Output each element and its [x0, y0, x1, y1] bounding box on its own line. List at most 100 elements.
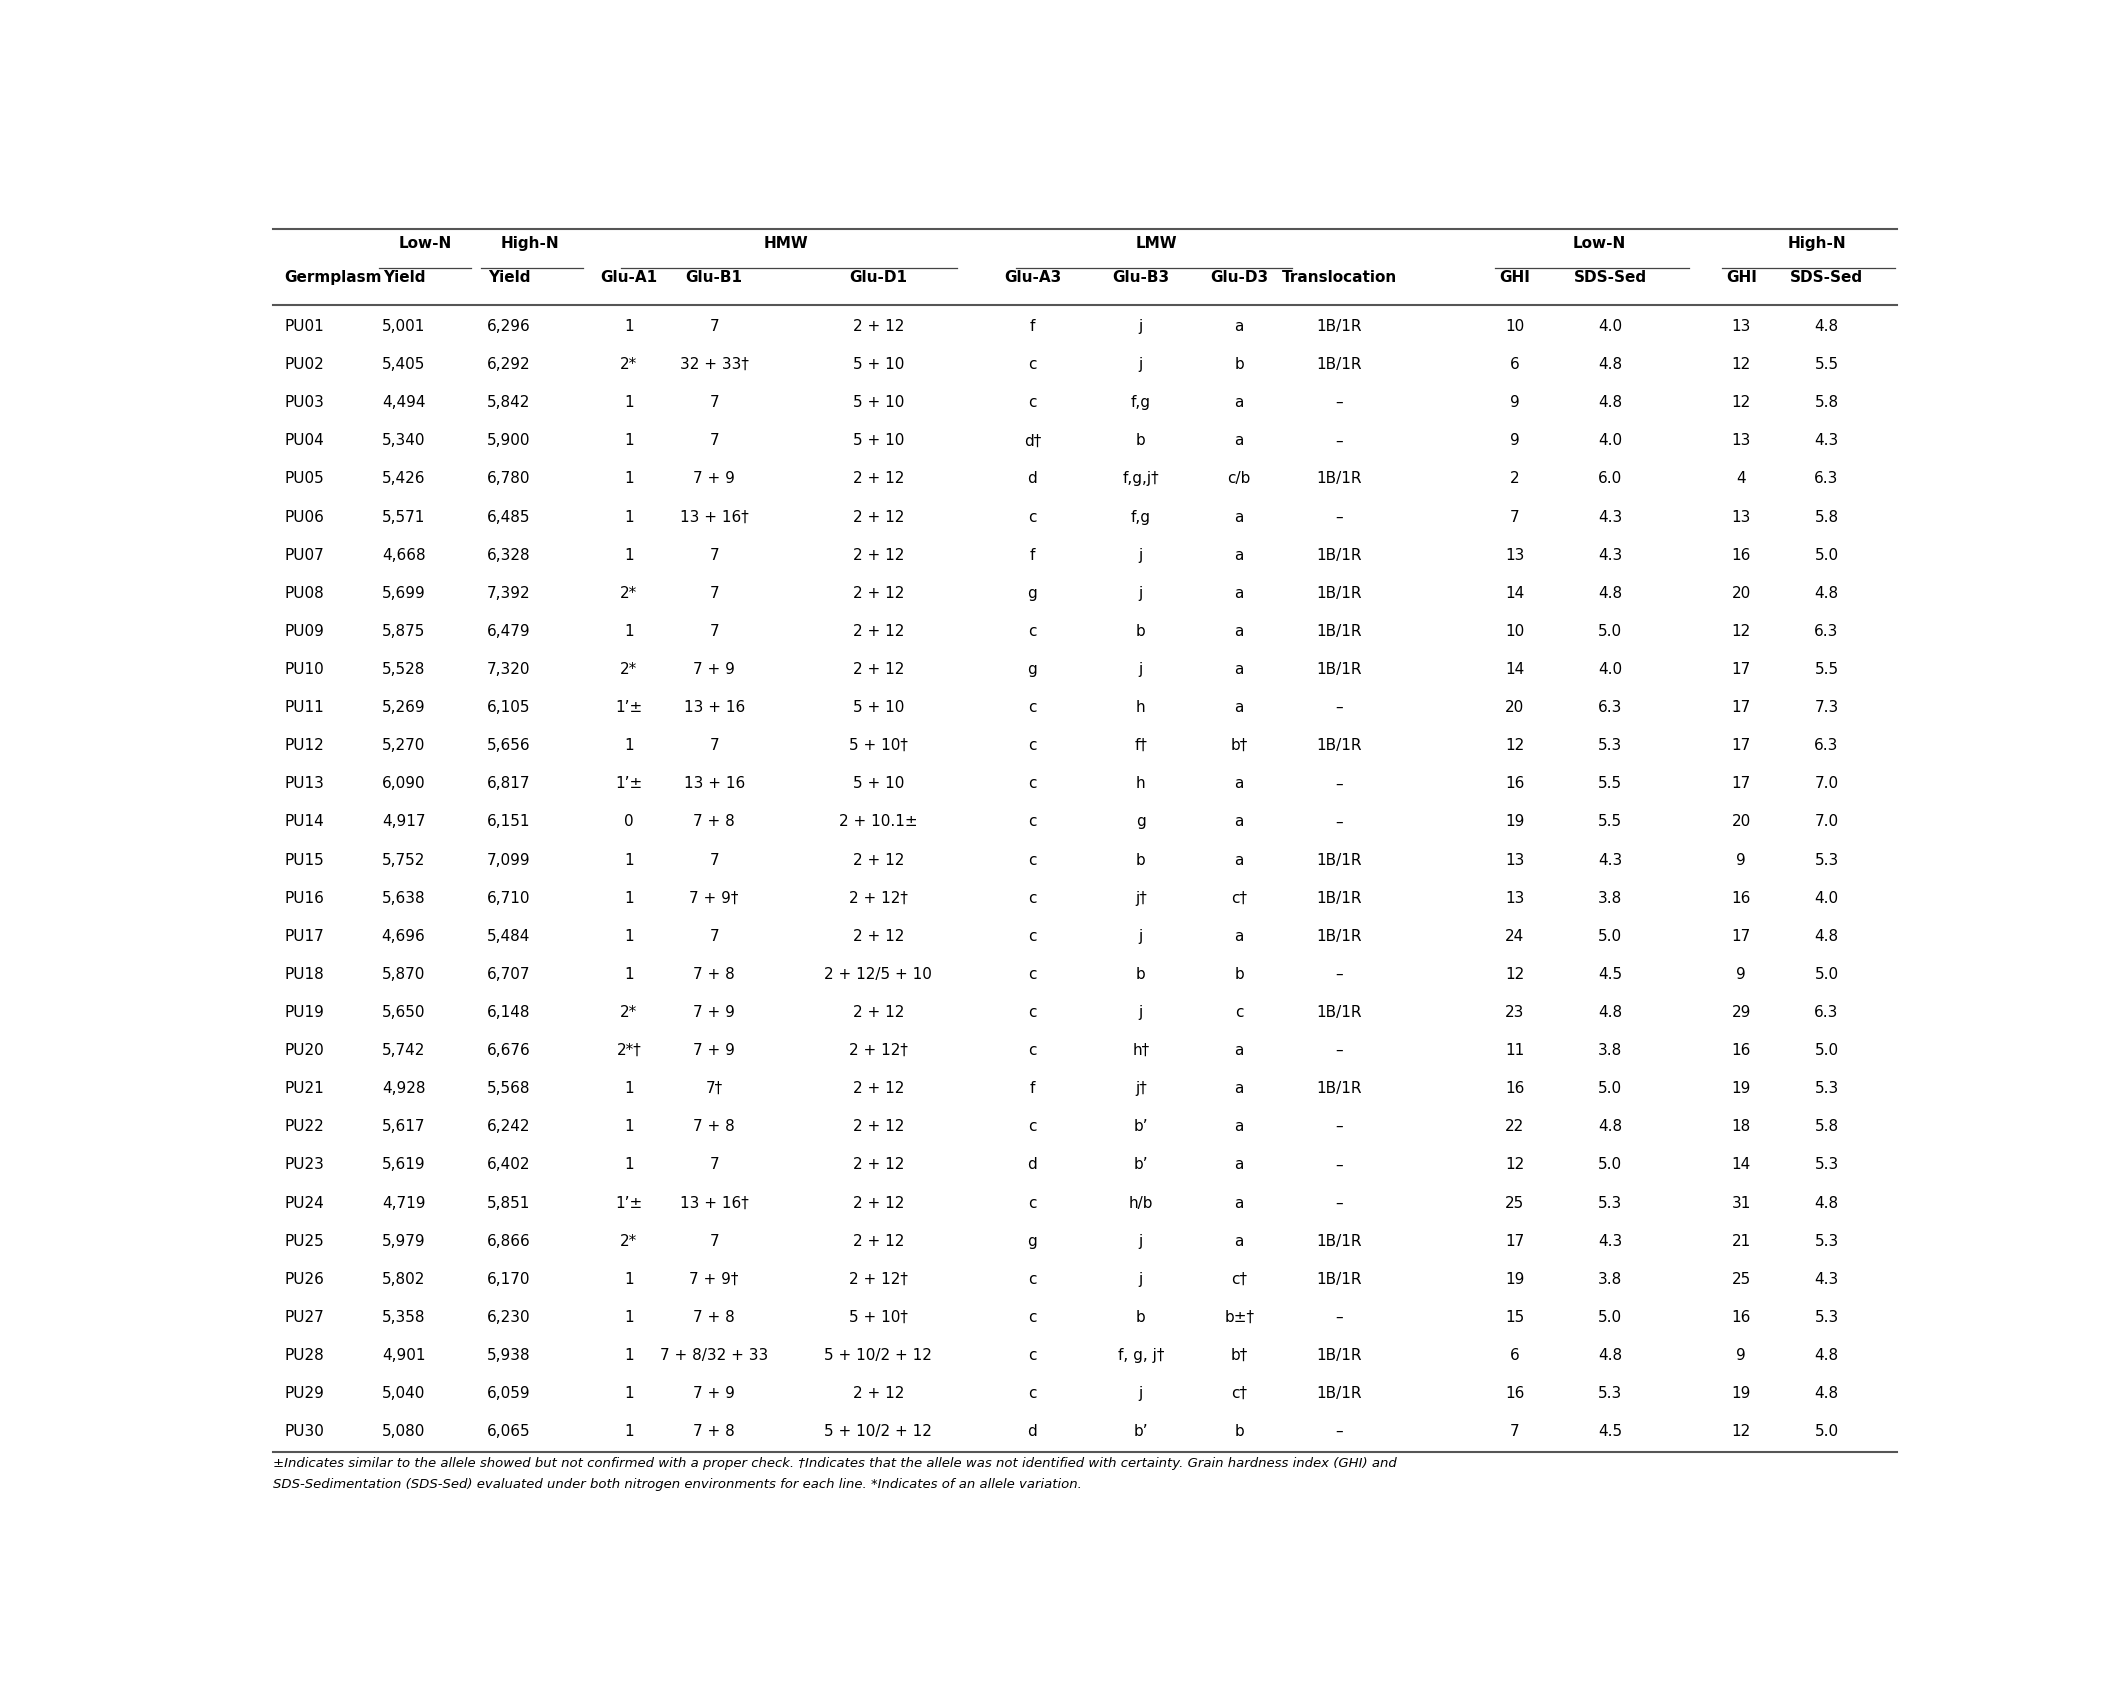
Text: c: c — [1029, 1006, 1037, 1019]
Text: h†: h† — [1133, 1043, 1150, 1058]
Text: 5,001: 5,001 — [381, 318, 426, 334]
Text: 6,707: 6,707 — [487, 967, 531, 982]
Text: ±Indicates similar to the allele showed but not confirmed with a proper check. †: ±Indicates similar to the allele showed … — [273, 1458, 1397, 1470]
Text: SDS-Sed: SDS-Sed — [1791, 271, 1863, 286]
Text: PU01: PU01 — [284, 318, 324, 334]
Text: 5,484: 5,484 — [487, 929, 531, 943]
Text: 12: 12 — [1505, 967, 1524, 982]
Text: 12: 12 — [1732, 625, 1751, 638]
Text: 9: 9 — [1736, 967, 1747, 982]
Text: 7 + 8: 7 + 8 — [692, 814, 735, 830]
Text: 6,170: 6,170 — [487, 1271, 531, 1287]
Text: c: c — [1029, 1387, 1037, 1402]
Text: 2 + 10.1±: 2 + 10.1± — [838, 814, 917, 830]
Text: 4.3: 4.3 — [1598, 853, 1622, 867]
Text: 4.8: 4.8 — [1598, 1348, 1622, 1363]
Text: 6,296: 6,296 — [487, 318, 531, 334]
Text: 16: 16 — [1505, 1082, 1524, 1095]
Text: c: c — [1029, 814, 1037, 830]
Text: 5 + 10/2 + 12: 5 + 10/2 + 12 — [824, 1348, 931, 1363]
Text: 5.3: 5.3 — [1814, 1158, 1840, 1172]
Text: –: – — [1336, 1310, 1342, 1326]
Text: c: c — [1029, 777, 1037, 791]
Text: High-N: High-N — [1787, 237, 1846, 251]
Text: c/b: c/b — [1228, 471, 1251, 486]
Text: 5 + 10: 5 + 10 — [853, 701, 904, 714]
Text: 5.3: 5.3 — [1814, 853, 1840, 867]
Text: 5 + 10: 5 + 10 — [853, 433, 904, 449]
Text: 5.3: 5.3 — [1598, 1387, 1622, 1402]
Text: j: j — [1139, 357, 1143, 372]
Text: 1B/1R: 1B/1R — [1317, 929, 1361, 943]
Text: 1B/1R: 1B/1R — [1317, 586, 1361, 601]
Text: 11: 11 — [1505, 1043, 1524, 1058]
Text: Glu-A3: Glu-A3 — [1003, 271, 1061, 286]
Text: 4.3: 4.3 — [1814, 1271, 1840, 1287]
Text: 7.3: 7.3 — [1814, 701, 1840, 714]
Text: 5,979: 5,979 — [381, 1234, 426, 1249]
Text: 7 + 8: 7 + 8 — [692, 967, 735, 982]
Text: 5,851: 5,851 — [487, 1195, 531, 1210]
Text: 6,676: 6,676 — [487, 1043, 531, 1058]
Text: 1: 1 — [625, 1082, 633, 1095]
Text: b†: b† — [1230, 1348, 1247, 1363]
Text: 12: 12 — [1732, 394, 1751, 410]
Text: PU13: PU13 — [284, 777, 324, 791]
Text: b: b — [1137, 625, 1145, 638]
Text: a: a — [1234, 433, 1245, 449]
Text: 5,619: 5,619 — [381, 1158, 426, 1172]
Text: j: j — [1139, 929, 1143, 943]
Text: 2 + 12: 2 + 12 — [853, 1387, 904, 1402]
Text: a: a — [1234, 1082, 1245, 1095]
Text: 5.0: 5.0 — [1598, 1158, 1622, 1172]
Text: a: a — [1234, 777, 1245, 791]
Text: 17: 17 — [1732, 701, 1751, 714]
Text: 5.3: 5.3 — [1814, 1234, 1840, 1249]
Text: PU17: PU17 — [284, 929, 324, 943]
Text: 5.0: 5.0 — [1814, 547, 1838, 562]
Text: PU07: PU07 — [284, 547, 324, 562]
Text: –: – — [1336, 967, 1342, 982]
Text: 16: 16 — [1732, 547, 1751, 562]
Text: 17: 17 — [1732, 929, 1751, 943]
Text: PU03: PU03 — [284, 394, 324, 410]
Text: 9: 9 — [1736, 1348, 1747, 1363]
Text: 14: 14 — [1732, 1158, 1751, 1172]
Text: 4.8: 4.8 — [1598, 1006, 1622, 1019]
Text: Yield: Yield — [487, 271, 531, 286]
Text: PU26: PU26 — [284, 1271, 324, 1287]
Text: 9: 9 — [1736, 853, 1747, 867]
Text: 13: 13 — [1732, 433, 1751, 449]
Text: 4,719: 4,719 — [381, 1195, 426, 1210]
Text: Glu-A1: Glu-A1 — [601, 271, 658, 286]
Text: a: a — [1234, 1158, 1245, 1172]
Text: 29: 29 — [1732, 1006, 1751, 1019]
Text: 32 + 33†: 32 + 33† — [680, 357, 749, 372]
Text: 4,668: 4,668 — [381, 547, 426, 562]
Text: PU08: PU08 — [284, 586, 324, 601]
Text: 4.0: 4.0 — [1598, 318, 1622, 334]
Text: 2 + 12: 2 + 12 — [853, 929, 904, 943]
Text: 17: 17 — [1732, 777, 1751, 791]
Text: 5,571: 5,571 — [381, 510, 426, 525]
Text: Glu-D1: Glu-D1 — [849, 271, 908, 286]
Text: 2*: 2* — [620, 1234, 637, 1249]
Text: 7 + 9: 7 + 9 — [692, 1387, 735, 1402]
Text: 5,405: 5,405 — [381, 357, 426, 372]
Text: 5,900: 5,900 — [487, 433, 531, 449]
Text: 25: 25 — [1732, 1271, 1751, 1287]
Text: 4: 4 — [1736, 471, 1747, 486]
Text: c†: c† — [1232, 1387, 1247, 1402]
Text: b: b — [1234, 1424, 1245, 1439]
Text: 1: 1 — [625, 891, 633, 906]
Text: a: a — [1234, 814, 1245, 830]
Text: 21: 21 — [1732, 1234, 1751, 1249]
Text: b: b — [1234, 357, 1245, 372]
Text: 1B/1R: 1B/1R — [1317, 318, 1361, 334]
Text: a: a — [1234, 662, 1245, 677]
Text: PU15: PU15 — [284, 853, 324, 867]
Text: 5 + 10†: 5 + 10† — [849, 738, 908, 753]
Text: 13: 13 — [1505, 891, 1524, 906]
Text: c: c — [1029, 853, 1037, 867]
Text: 5,528: 5,528 — [381, 662, 426, 677]
